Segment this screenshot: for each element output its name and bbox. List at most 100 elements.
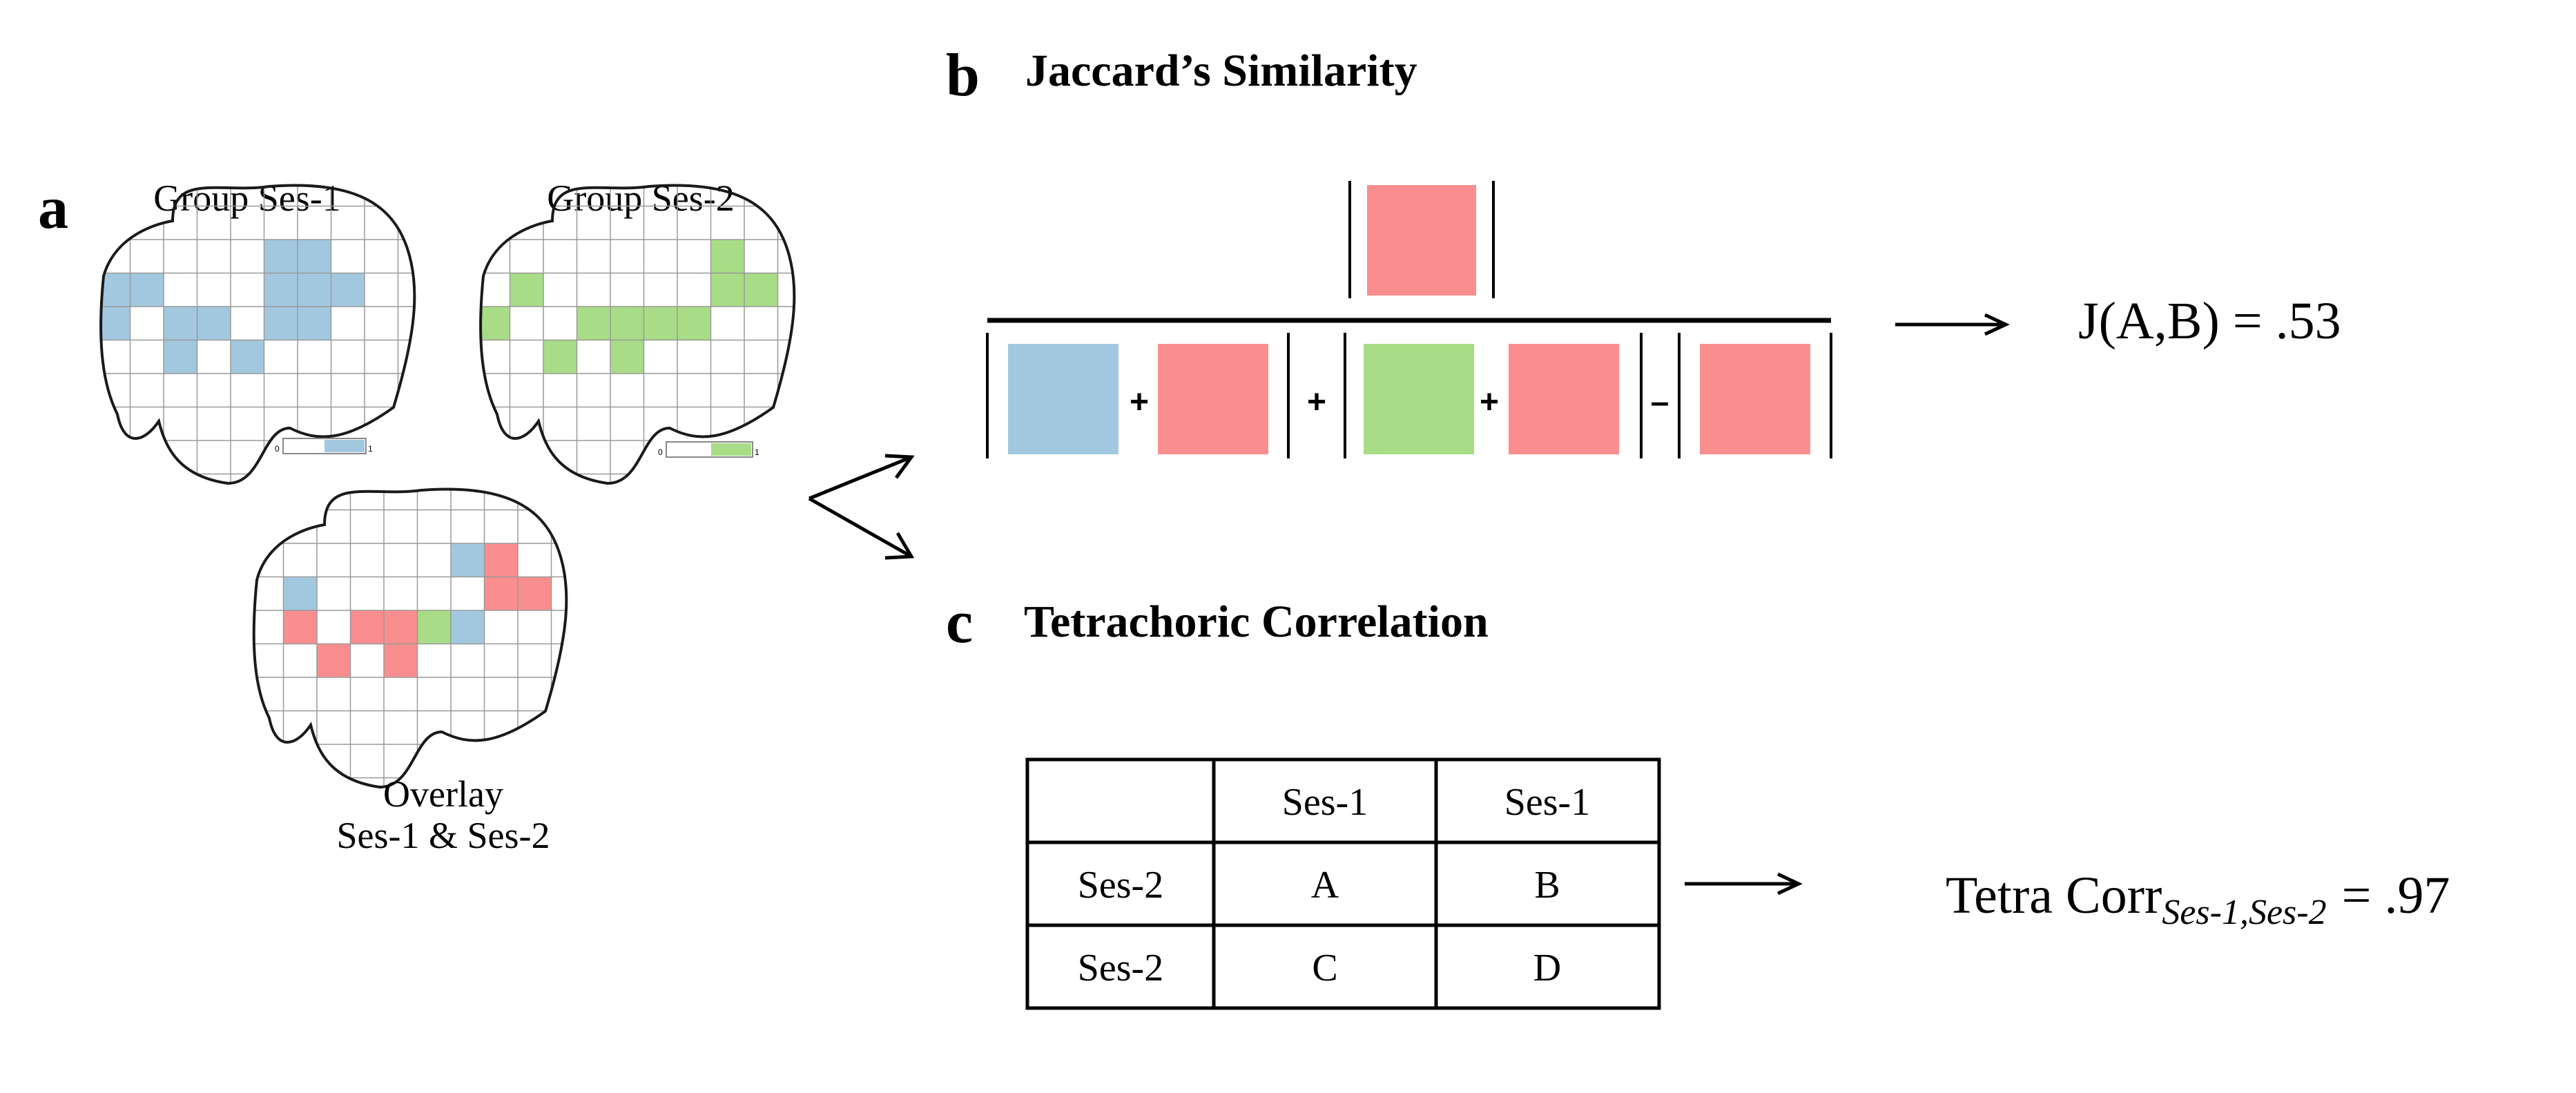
panel-b-letter: b <box>946 42 980 109</box>
ses1-active-cell <box>101 273 130 307</box>
overlay-title-line1: Overlay <box>383 773 503 815</box>
brain-ses2-grid <box>481 185 795 483</box>
brain-overlay-filled-cells <box>283 543 552 677</box>
ses1-active-cell <box>130 273 164 307</box>
ses1-active-cell <box>298 273 331 307</box>
overlay-overlap-cell <box>384 610 418 644</box>
arrow-to-panel-c <box>808 496 913 559</box>
overlay-overlap-cell <box>384 644 418 677</box>
ses1-active-cell <box>298 307 331 340</box>
brain-ses2-title: Group Ses-2 <box>547 177 734 219</box>
arrow-head-b <box>884 454 915 479</box>
table-header-col2: Ses-1 <box>1504 781 1590 824</box>
ses1-active-cell <box>231 340 264 374</box>
denom-overlap-square-2 <box>1509 344 1619 454</box>
overlay-ses1-only-cell <box>451 610 485 644</box>
brain-ses2-outline <box>479 184 796 485</box>
table-header-col1: Ses-1 <box>1282 781 1368 824</box>
ses2-active-cell <box>610 340 644 374</box>
ses2-active-cell <box>710 273 744 307</box>
panel-b-title: Jaccard’s Similarity <box>1025 46 1417 96</box>
overlay-ses1-only-cell <box>283 577 317 610</box>
ses2-active-cell <box>610 307 644 340</box>
colorbar-ses1-fill <box>325 440 365 452</box>
table-row2-label: Ses-2 <box>1078 947 1163 989</box>
panel-c-letter: c <box>946 589 973 656</box>
colorbar-ses2-min: 0 <box>658 447 663 457</box>
colorbar-ses2-fill <box>711 443 751 456</box>
overlay-overlap-cell <box>283 610 317 644</box>
branch-arrows <box>808 454 915 560</box>
brain-ses2-filled-cells <box>481 240 778 374</box>
brain-overlay-outline <box>252 487 568 789</box>
numerator-overlap-square <box>1367 185 1476 296</box>
overlay-overlap-cell <box>484 543 518 577</box>
tetra-result-main: Tetra Corr <box>1946 867 2162 925</box>
ses2-active-cell <box>577 307 610 340</box>
arrow-to-jaccard-result <box>1895 313 2010 336</box>
brain-ses1-title: Group Ses-1 <box>153 177 340 219</box>
ses1-active-cell <box>164 340 197 374</box>
overlay-ses1-only-cell <box>451 543 485 577</box>
ses2-active-cell <box>744 273 778 307</box>
tetra-result: Tetra CorrSes-1,Ses-2 = .97 <box>1946 867 2450 932</box>
brain-ses1-grid <box>101 185 415 483</box>
table-cell-b: B <box>1534 864 1560 907</box>
ses1-active-cell <box>197 307 231 340</box>
table-cell-a: A <box>1311 864 1339 907</box>
ses2-active-cell <box>543 340 577 374</box>
arrow-to-tetra-result <box>1685 872 1803 896</box>
contingency-table: Ses-1 Ses-1 Ses-2 A B Ses-2 C D <box>1025 757 1661 1010</box>
tetra-result-subscript: Ses-1,Ses-2 <box>2162 893 2326 932</box>
sign-3: + <box>1480 384 1499 420</box>
ses2-active-cell <box>481 307 510 340</box>
overlay-overlap-cell <box>317 644 351 677</box>
ses1-active-cell <box>264 273 298 307</box>
denom-overlap-square-1 <box>1158 344 1268 454</box>
ses2-active-cell <box>677 307 711 340</box>
overlay-title-line2: Ses-1 & Ses-2 <box>337 815 550 856</box>
colorbar-ses1-max: 1 <box>368 444 373 454</box>
overlay-overlap-cell <box>350 610 384 644</box>
brain-ses2-colorbar: 0 1 <box>658 441 759 458</box>
ses2-active-cell <box>510 273 543 307</box>
table-cell-c: C <box>1312 947 1337 989</box>
arrow-head-c <box>884 532 915 560</box>
ses1-active-cell <box>101 307 130 340</box>
brain-ses1-filled-cells <box>101 240 365 374</box>
brain-ses1-colorbar: 0 1 <box>275 438 373 454</box>
denom-overlap-square-3 <box>1700 344 1810 454</box>
table-row1-label: Ses-2 <box>1078 864 1163 907</box>
brain-ses1: Group Ses-1 0 1 <box>99 177 416 485</box>
arrow-to-panel-b <box>808 455 912 501</box>
sign-1: + <box>1130 384 1149 420</box>
colorbar-ses2-max: 1 <box>755 447 759 457</box>
ses2-active-cell <box>710 240 744 273</box>
ses2-active-cell <box>643 307 677 340</box>
ses1-active-cell <box>164 307 197 340</box>
ses1-active-cell <box>264 240 298 273</box>
panel-c-title: Tetrachoric Correlation <box>1024 597 1489 647</box>
denom-ses2-square <box>1364 344 1474 454</box>
brain-overlay-grid <box>253 489 567 787</box>
denom-ses1-square <box>1008 344 1118 454</box>
overlay-ses2-only-cell <box>417 610 451 644</box>
overlay-overlap-cell <box>484 577 518 610</box>
tetra-result-value: = .97 <box>2342 867 2450 925</box>
panel-a-letter: a <box>38 175 68 242</box>
brain-ses2: Group Ses-2 0 1 <box>479 177 796 485</box>
ses1-active-cell <box>331 273 365 307</box>
sign-2: + <box>1307 384 1326 420</box>
brain-overlay: Overlay Ses-1 & Ses-2 <box>252 487 568 856</box>
ses1-active-cell <box>264 307 298 340</box>
sign-4: – <box>1651 384 1669 420</box>
jaccard-formula: + + + – <box>986 181 1832 458</box>
table-cell-d: D <box>1533 947 1561 989</box>
ses1-active-cell <box>298 240 331 273</box>
brain-ses1-outline <box>99 184 416 485</box>
overlay-overlap-cell <box>518 577 552 610</box>
jaccard-result: J(A,B) = .53 <box>2078 292 2341 350</box>
colorbar-ses1-min: 0 <box>275 444 280 454</box>
